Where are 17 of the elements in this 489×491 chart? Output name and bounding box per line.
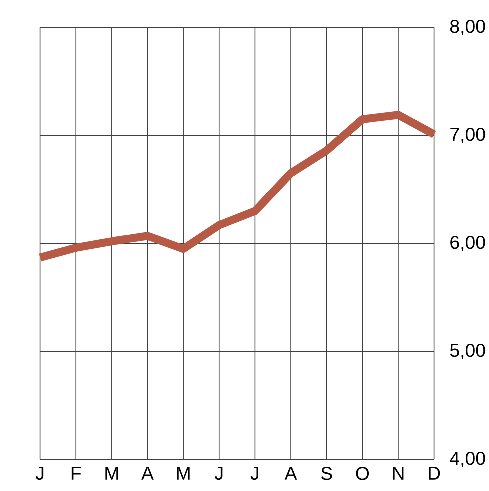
y-tick-label: 7,00 bbox=[450, 128, 486, 144]
x-tick-label: F bbox=[72, 467, 82, 480]
x-tick-label: J bbox=[36, 467, 44, 480]
x-tick-label: D bbox=[429, 467, 440, 480]
x-tick-label: J bbox=[215, 467, 223, 480]
x-tick-label: A bbox=[284, 467, 298, 480]
x-tick-label: O bbox=[356, 467, 370, 480]
x-tick-label: N bbox=[393, 467, 404, 480]
y-tick-label: 8,00 bbox=[450, 20, 486, 36]
y-tick-label: 5,00 bbox=[450, 344, 486, 360]
x-tick-label: J bbox=[250, 467, 258, 480]
x-tick-label: S bbox=[321, 467, 332, 480]
x-tick-label: A bbox=[142, 467, 154, 480]
y-tick-label: 4,00 bbox=[450, 452, 486, 468]
x-tick-label: M bbox=[177, 467, 190, 480]
y-tick-label: 6,00 bbox=[450, 236, 486, 252]
x-tick-label: M bbox=[106, 467, 118, 480]
